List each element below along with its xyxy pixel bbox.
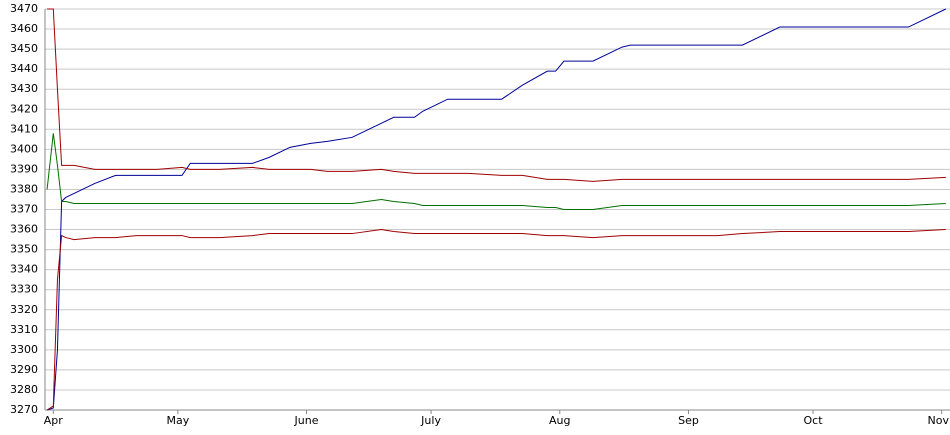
- x-tick-label: June: [294, 414, 319, 427]
- x-tick-label: Apr: [44, 414, 64, 427]
- y-tick-label: 3410: [10, 122, 38, 135]
- series-line: [46, 8, 947, 411]
- x-tick-label: Nov: [928, 414, 950, 427]
- x-tick-label: Sep: [678, 414, 699, 427]
- y-tick-label: 3290: [10, 363, 38, 376]
- y-tick-label: 3440: [10, 62, 38, 75]
- series-line: [46, 133, 946, 210]
- series-line: [46, 229, 946, 411]
- y-tick-label: 3470: [10, 2, 38, 15]
- y-tick-label: 3420: [10, 102, 38, 115]
- x-tick-label: Aug: [549, 414, 570, 427]
- y-tick-label: 3310: [10, 323, 38, 336]
- x-tick-label: Oct: [803, 414, 823, 427]
- x-tick-label: July: [420, 414, 441, 427]
- y-tick-label: 3360: [10, 223, 38, 236]
- series-line: [47, 8, 946, 182]
- y-tick-label: 3280: [10, 383, 38, 396]
- y-tick-label: 3270: [10, 403, 38, 416]
- y-tick-label: 3340: [10, 263, 38, 276]
- y-tick-label: 3300: [10, 343, 38, 356]
- y-tick-label: 3370: [10, 203, 38, 216]
- y-tick-label: 3430: [10, 82, 38, 95]
- y-tick-label: 3450: [10, 42, 38, 55]
- x-tick-label: May: [166, 414, 189, 427]
- y-tick-label: 3320: [10, 303, 38, 316]
- y-tick-label: 3400: [10, 142, 38, 155]
- y-tick-label: 3390: [10, 162, 38, 175]
- y-tick-label: 3460: [10, 22, 38, 35]
- y-tick-label: 3330: [10, 283, 38, 296]
- y-tick-label: 3350: [10, 243, 38, 256]
- y-tick-label: 3380: [10, 182, 38, 195]
